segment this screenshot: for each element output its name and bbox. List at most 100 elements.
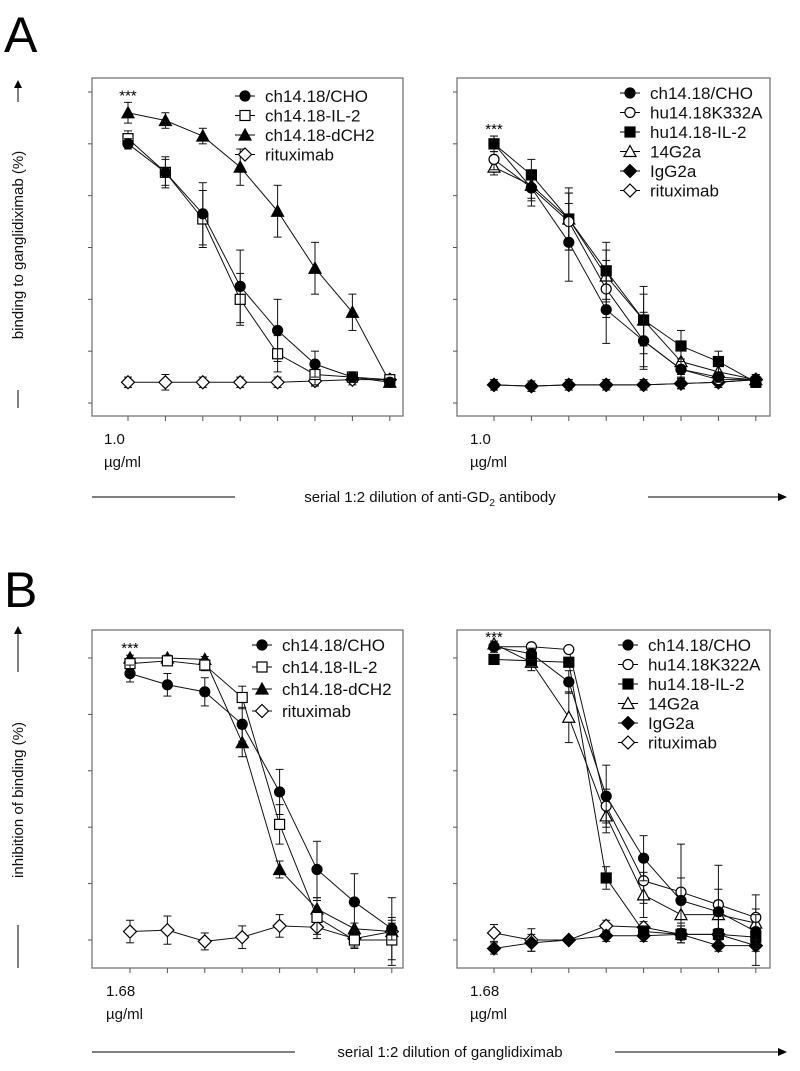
data-point [675,894,687,907]
series-hu14-18-il-2 [488,135,762,388]
data-point [232,374,248,390]
legend-item: hu14.18K332A [620,104,763,123]
legend-item: ch14.18-dCH2 [252,680,392,699]
y-axis-label-a: binding to ganglidiximab (%) [10,80,27,408]
legend-marker [620,696,636,710]
series-ch14-18-dch2 [120,101,397,388]
x-axis-label-a-text: serial 1:2 dilution of anti-GD2 antibody [304,489,556,509]
x-unit-label: µg/ml [106,1006,143,1023]
legend: ch14.18/CHOhu14.18K332Ahu14.18-IL-214G2a… [620,84,763,201]
legend-marker [254,681,270,695]
data-point [236,718,248,730]
data-point [199,686,211,698]
y-axis-label-b: inhibition of binding (%) [10,626,27,968]
data-point [270,203,285,217]
plot-frame [91,629,404,969]
y-axis-arrowhead-a [14,80,22,88]
legend-marker [620,735,636,750]
panel-a-right: 1.0 µg/ml *** ch14.18/CHOhu14.18K332Ahu14.1… [453,77,771,471]
data-point [675,363,687,375]
data-point [234,280,246,292]
series-line [127,138,390,381]
legend-label: hu14.18K332A [650,104,763,123]
x-unit-label: µg/ml [470,454,507,471]
legend-item: 14G2a [618,695,700,714]
significance-label: *** [119,87,137,104]
series-line [129,673,393,930]
legend: ch14.18/CHOhu14.18K322Ahu14.18-IL-214G2a… [618,636,761,753]
data-point [598,377,614,393]
series-ch14-18-cho [488,640,762,949]
data-point [561,932,577,948]
series-ch14-18-cho [122,138,396,388]
legend-item: hu14.18K322A [618,656,761,675]
legend-item: 14G2a [620,143,702,162]
legend-marker [622,658,634,671]
series-line [129,660,392,941]
data-point [750,925,762,938]
data-point [311,863,323,876]
data-point [161,655,173,667]
data-point [346,371,358,383]
legend-label: 14G2a [648,695,700,714]
data-point [637,925,650,938]
legend-item: hu14.18-IL-2 [620,123,746,142]
legend-item: ch14.18/CHO [235,87,368,106]
data-point [386,923,398,935]
legend-label: ch14.18/CHO [648,636,751,655]
x-unit-label: µg/ml [104,454,141,471]
x-axis-label-b-text: serial 1:2 dilution of ganglidiximab [337,1044,562,1061]
legend-label: ch14.18-IL-2 [282,658,377,677]
panel-b-left: 1.68 µg/ml *** ch14.18/CHO ch14.18-IL-2 ch14.… [88,629,404,1023]
legend-label: rituximab [650,182,719,201]
legend-label: IgG2a [648,714,695,733]
legend-marker [622,639,634,651]
legend-marker [624,106,636,119]
data-point [272,918,287,934]
panel-label-a: A [4,7,38,63]
data-point [561,709,576,723]
series-line [493,143,757,383]
panel-a-left: 1.0 µg/ml *** ch14.18/CHOch14.18-IL-2ch14.1… [88,77,404,471]
data-point [600,872,612,884]
legend-marker [622,144,638,158]
legend-label: ch14.18-dCH2 [282,680,392,699]
legend-item: rituximab [620,182,719,201]
data-point [563,236,575,248]
data-point [236,691,248,704]
x-start-label: 1.68 [106,983,135,1000]
x-axis-label-b: serial 1:2 dilution of ganglidiximab [92,1044,787,1061]
data-point [600,304,612,316]
data-point [524,378,539,394]
data-point [120,105,136,119]
x-start-label: 1.68 [470,983,499,1000]
legend-label: ch14.18/CHO [650,84,753,103]
legend-marker [237,127,253,141]
legend-item: hu14.18-IL-2 [618,675,744,694]
series-line [494,646,756,918]
data-point [675,340,687,352]
series-line [493,166,756,381]
data-point [563,656,575,668]
data-point [598,928,614,944]
legend-item: ch14.18-IL-2 [235,107,360,126]
legend-label: ch14.18-dCH2 [265,126,375,145]
legend-item: ch14.18/CHO [618,636,751,655]
data-point [235,735,250,749]
data-point [637,852,650,864]
data-point [233,159,248,173]
data-point [384,376,396,388]
series-line [493,658,756,938]
data-point [309,358,321,370]
data-point [195,128,210,142]
data-point [197,934,213,949]
significance-label: *** [121,640,139,657]
data-point [195,374,211,390]
data-point [563,643,575,656]
data-point [124,667,136,680]
legend-item: ch14.18/CHO [252,636,385,655]
data-point [488,138,500,150]
data-point [486,941,502,956]
data-point [750,374,762,386]
